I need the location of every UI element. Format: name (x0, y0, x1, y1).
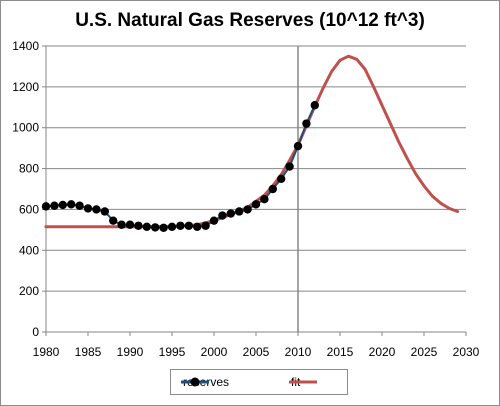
y-tick-label: 600 (19, 202, 39, 216)
reserves-point (151, 223, 160, 232)
grid-lines (46, 45, 466, 332)
reserves-point (268, 184, 277, 194)
reserves-point (58, 200, 67, 210)
reserves-point (142, 222, 151, 231)
x-tick-labels: 1980 1985 1990 1995 2000 2005 2010 2015 2020 2025… (33, 345, 480, 359)
reserves-point (176, 221, 185, 230)
x-tick-label: 2030 (453, 345, 480, 359)
x-tick-label: 2010 (285, 345, 312, 359)
y-tick-labels: 0 200 400 600 800 1000 1200 1400 (12, 39, 39, 339)
reserves-point (125, 220, 135, 229)
x-tick-label: 1985 (75, 345, 102, 359)
reserves-point (226, 209, 235, 218)
x-tick-label: 1995 (159, 345, 186, 359)
legend-fit-swatch (289, 380, 317, 384)
y-tick-label: 1200 (12, 80, 39, 94)
axes (42, 45, 467, 336)
reserves-point (50, 201, 59, 210)
fit-series-line (44, 54, 460, 229)
reserves-point (302, 119, 311, 128)
x-tick-label: 2015 (327, 345, 354, 359)
reserves-point (310, 101, 319, 110)
x-tick-label: 1990 (117, 345, 144, 359)
reserves-point (41, 202, 51, 211)
reserves-point (243, 205, 252, 214)
reserves-point (67, 200, 76, 209)
reserves-point (209, 216, 219, 225)
y-tick-label: 800 (19, 162, 39, 176)
reserves-point (260, 195, 269, 204)
legend-reserves-swatch (181, 377, 209, 387)
reserves-point (235, 207, 244, 216)
legend-item-reserves: reserves (179, 370, 229, 394)
x-tick-label: 2025 (411, 345, 438, 359)
reserves-point (293, 141, 303, 151)
reserves-point (193, 222, 202, 231)
x-tick-label: 1980 (33, 345, 60, 359)
y-tick-label: 400 (19, 243, 39, 257)
series-layer (41, 54, 460, 233)
reserves-point (251, 200, 261, 209)
y-tick-label: 1000 (12, 121, 39, 135)
reserves-point (100, 207, 110, 216)
reserves-point (109, 216, 118, 225)
x-tick-label: 2020 (369, 345, 396, 359)
x-tick-label: 2000 (201, 345, 228, 359)
y-tick-label: 1400 (12, 39, 39, 53)
reserves-point (285, 162, 294, 171)
legend-item-fit: fit (287, 370, 317, 394)
y-tick-label: 200 (19, 284, 39, 298)
chart-title: U.S. Natural Gas Reserves (10^12 ft^3) (75, 10, 425, 31)
reserves-point (117, 220, 126, 229)
reserves-point (92, 205, 101, 214)
reserves-point (134, 221, 143, 230)
reserves-point (167, 222, 177, 231)
reserves-point (277, 174, 286, 183)
x-tick-label: 2005 (243, 345, 270, 359)
reserves-point (184, 221, 193, 230)
reserves-point (159, 223, 168, 233)
reserves-point (218, 211, 227, 220)
legend: reserves fit (170, 369, 348, 395)
reserves-point (75, 201, 84, 210)
y-tick-label: 0 (32, 325, 39, 339)
reserves-point (201, 221, 210, 230)
reserves-point (83, 204, 93, 213)
